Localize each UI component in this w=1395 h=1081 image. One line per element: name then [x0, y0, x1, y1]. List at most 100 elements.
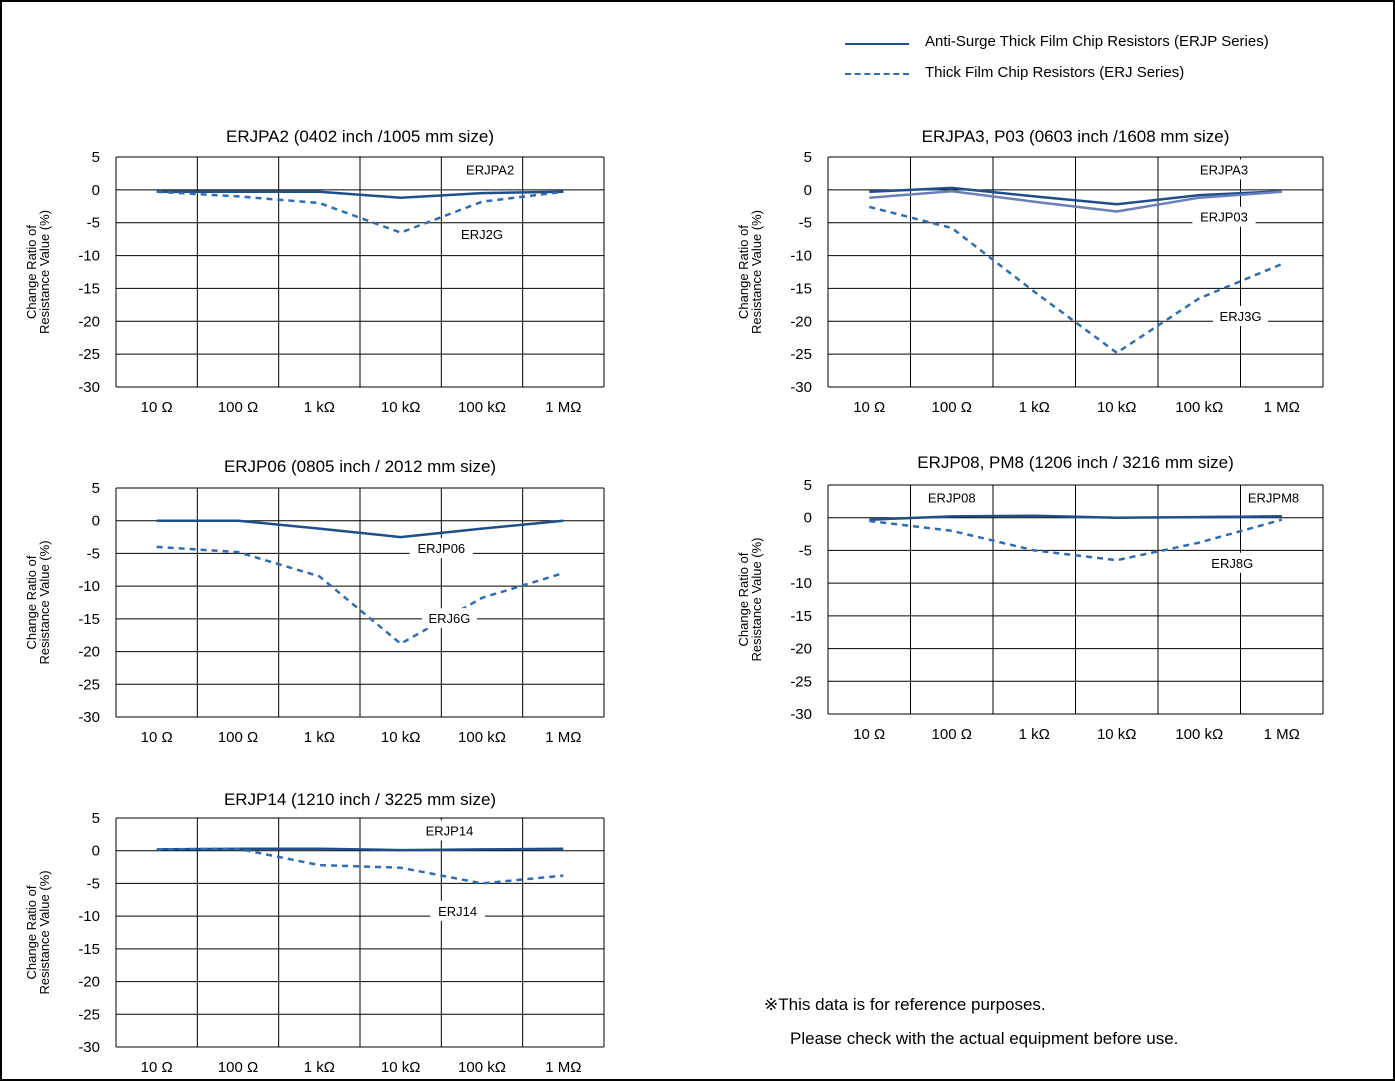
chart5-ytick-label: -30 — [78, 1039, 100, 1056]
legend-dashed-swatch — [845, 73, 909, 75]
chart3-xtick-label: 100 Ω — [218, 729, 258, 746]
chart3-ytick-label: -10 — [78, 578, 100, 595]
chart5-ytick-label: -25 — [78, 1006, 100, 1023]
legend-solid-swatch — [845, 43, 909, 45]
chart3-label-erj6g: ERJ6G — [429, 611, 471, 626]
chart4-ytick-label: -30 — [790, 706, 812, 723]
chart1-label-bg-erj2g — [454, 223, 510, 244]
chart3-xtick-label: 100 kΩ — [458, 729, 506, 746]
chart4-label-bg-erj8g — [1204, 552, 1260, 573]
chart2-xtick-label: 100 Ω — [932, 399, 972, 416]
chart5-xtick-label: 10 Ω — [141, 1059, 173, 1076]
chart2-label-bg-erjp03 — [1192, 206, 1256, 227]
chart4-ytick-label: 0 — [804, 510, 812, 527]
chart2-title: ERJPA3, P03 (0603 inch /1608 mm size) — [922, 127, 1230, 146]
chart1-series-erjpa2 — [156, 190, 564, 199]
chart2-label-erjpa3: ERJPA3 — [1200, 162, 1248, 177]
chart2-ytick-label: 0 — [804, 182, 812, 199]
chart5-label-erj14: ERJ14 — [438, 904, 477, 919]
chart4-xtick-label: 100 Ω — [932, 726, 972, 743]
reference-note: ※This data is for reference purposes. — [764, 995, 1046, 1014]
chart1-xtick-label: 10 Ω — [141, 399, 173, 416]
chart3-label-erjp06: ERJP06 — [417, 541, 465, 556]
chart3-ytick-label: 5 — [92, 480, 100, 497]
chart5-ytick-label: 5 — [92, 810, 100, 827]
chart1-ylabel: Resistance Value (%) — [37, 210, 52, 334]
chart4-ytick-label: 5 — [804, 477, 812, 494]
chart2-label-bg-erjpa3 — [1192, 159, 1256, 180]
chart3-series-erj6g — [156, 545, 564, 645]
chart3-title: ERJP06 (0805 inch / 2012 mm size) — [224, 457, 496, 476]
chart5-ytick-label: -10 — [78, 908, 100, 925]
chart4-label-erjp08: ERJP08 — [928, 490, 976, 505]
chart2-ylabel: Resistance Value (%) — [749, 210, 764, 334]
chart5-ytick-label: 0 — [92, 843, 100, 860]
chart1-xtick-label: 1 MΩ — [545, 399, 581, 416]
chart4-ytick-label: -5 — [799, 542, 812, 559]
chart1-ytick-label: -20 — [78, 313, 100, 330]
chart4-ytick-label: -25 — [790, 673, 812, 690]
chart4-ytick-label: -20 — [790, 641, 812, 658]
chart1-xtick-label: 1 kΩ — [304, 399, 335, 416]
chart5-xtick-label: 100 Ω — [218, 1059, 258, 1076]
chart5-label-erjp14: ERJP14 — [426, 823, 474, 838]
chart3-ytick-label: -20 — [78, 644, 100, 661]
chart2-label-erjp03: ERJP03 — [1200, 210, 1248, 225]
check-equipment-note: Please check with the actual equipment b… — [790, 1029, 1179, 1048]
chart4-xtick-label: 10 Ω — [853, 726, 885, 743]
chart1-series-erj2g — [156, 190, 564, 234]
chart4-xtick-label: 1 MΩ — [1264, 726, 1300, 743]
chart1-ytick-label: -5 — [87, 215, 100, 232]
chart5-ytick-label: -5 — [87, 875, 100, 892]
chart4-series-erjpm8 — [1199, 515, 1282, 519]
chart5-title: ERJP14 (1210 inch / 3225 mm size) — [224, 790, 496, 809]
chart4-title: ERJP08, PM8 (1206 inch / 3216 mm size) — [917, 453, 1234, 472]
chart3-xtick-label: 1 MΩ — [545, 729, 581, 746]
chart1-ytick-label: -10 — [78, 248, 100, 265]
chart1-ytick-label: 5 — [92, 149, 100, 166]
chart4-label-erj8g: ERJ8G — [1211, 556, 1253, 571]
chart5-ylabel: Change Ratio of — [24, 885, 39, 979]
chart4-ytick-label: -10 — [790, 575, 812, 592]
chart3-ytick-label: -5 — [87, 545, 100, 562]
chart3-ytick-label: -25 — [78, 676, 100, 693]
chart4-ylabel: Resistance Value (%) — [749, 537, 764, 661]
chart4-ylabel: Change Ratio of — [736, 552, 751, 646]
chart3-label-bg-erjp06 — [409, 538, 473, 559]
chart2-ytick-label: -10 — [790, 248, 812, 265]
chart4-xtick-label: 100 kΩ — [1175, 726, 1223, 743]
legend-solid-label: Anti-Surge Thick Film Chip Resistors (ER… — [925, 33, 1269, 50]
chart3-xtick-label: 1 kΩ — [304, 729, 335, 746]
chart4-label-bg-erjp08 — [920, 487, 984, 508]
chart5-ylabel: Resistance Value (%) — [37, 870, 52, 994]
chart3-xtick-label: 10 Ω — [141, 729, 173, 746]
chart3-xtick-label: 10 kΩ — [381, 729, 421, 746]
chart2-ytick-label: -20 — [790, 313, 812, 330]
chart2-ytick-label: -30 — [790, 379, 812, 396]
chart1-label-bg-erjpa2 — [458, 159, 522, 180]
chart2-ylabel: Change Ratio of — [736, 225, 751, 319]
chart2-xtick-label: 10 kΩ — [1097, 399, 1137, 416]
chart2-series-erjpa3 — [869, 186, 1282, 206]
chart2-label-erj3g: ERJ3G — [1220, 309, 1262, 324]
chart5-xtick-label: 1 MΩ — [545, 1059, 581, 1076]
chart4-xtick-label: 10 kΩ — [1097, 726, 1137, 743]
chart2-series-erjp03 — [869, 189, 1282, 213]
chart4-label-erjpm8: ERJPM8 — [1248, 490, 1299, 505]
chart2-xtick-label: 10 Ω — [853, 399, 885, 416]
chart2-xtick-label: 1 MΩ — [1264, 399, 1300, 416]
chart5-ytick-label: -20 — [78, 974, 100, 991]
chart4-series-erj8g — [869, 518, 1283, 562]
chart3-ytick-label: 0 — [92, 513, 100, 530]
chart1-ytick-label: -15 — [78, 280, 100, 297]
chart2-series-erj3g — [868, 205, 1283, 355]
chart3-ylabel: Change Ratio of — [24, 555, 39, 649]
chart3-ylabel: Resistance Value (%) — [37, 540, 52, 664]
chart4-label-bg-erjpm8 — [1241, 487, 1306, 508]
chart3-ytick-label: -15 — [78, 611, 100, 628]
legend-dashed-label: Thick Film Chip Resistors (ERJ Series) — [925, 64, 1185, 81]
chart5-series-erj14 — [156, 847, 564, 885]
chart5-ytick-label: -15 — [78, 941, 100, 958]
